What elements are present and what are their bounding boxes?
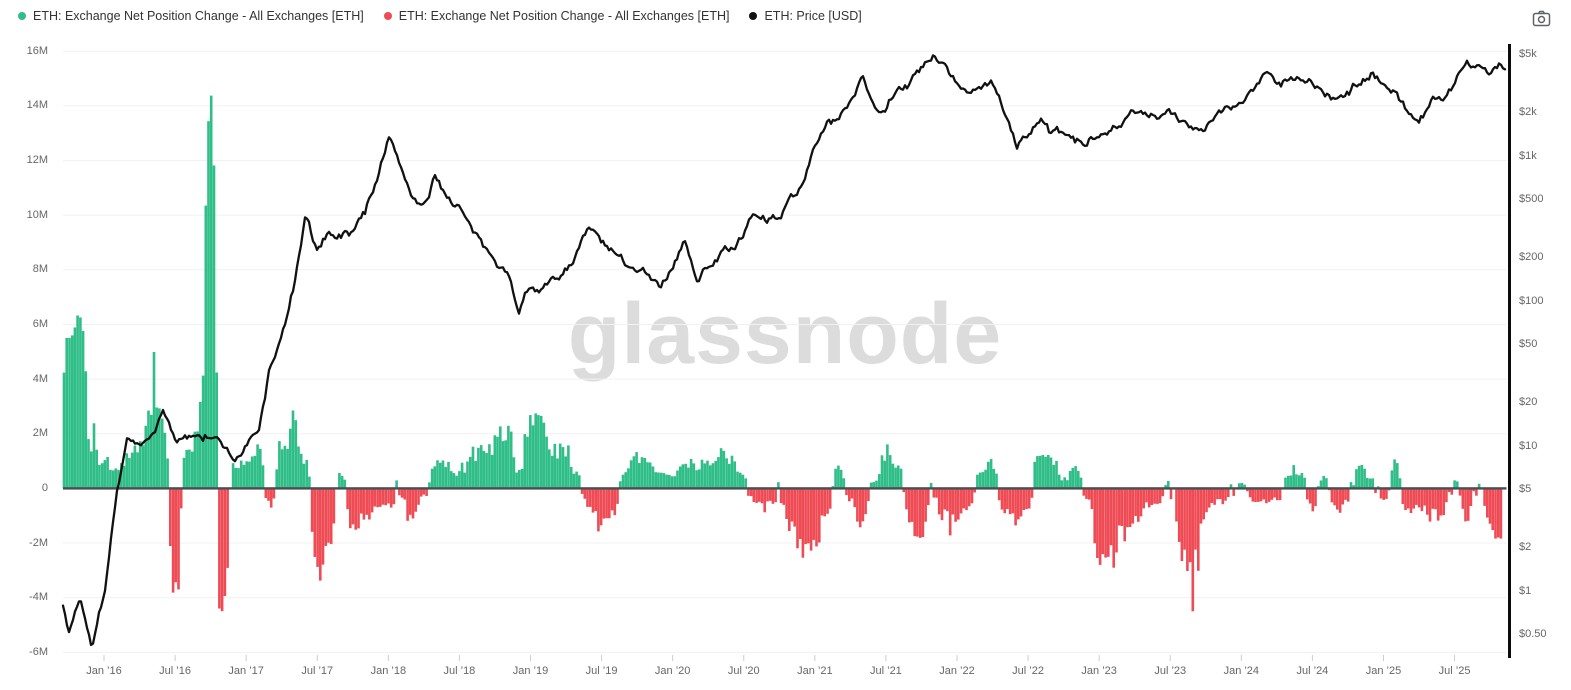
x-tick-label: Jan ’22	[939, 665, 975, 677]
legend-label: ETH: Exchange Net Position Change - All …	[33, 9, 364, 23]
y-left-tick-label: 4M	[32, 372, 48, 385]
legend-item-netposition-positive[interactable]: ETH: Exchange Net Position Change - All …	[18, 9, 364, 23]
legend-label: ETH: Exchange Net Position Change - All …	[398, 9, 730, 23]
x-tick-label: Jul ’21	[870, 665, 902, 677]
x-tick-label: Jan ’25	[1365, 665, 1402, 677]
legend-item-price[interactable]: ETH: Price [USD]	[749, 9, 862, 23]
y-right-tick-label: $50	[1519, 338, 1538, 351]
y-left-tick-label: 16M	[26, 44, 48, 57]
x-tick-label: Jan ’17	[228, 665, 264, 677]
y-left-tick-label: 10M	[26, 208, 48, 221]
x-tick-label: Jul ’16	[159, 665, 191, 677]
y-right-tick-label: $2k	[1519, 105, 1537, 118]
y-right-tick-label: $100	[1519, 294, 1544, 307]
x-tick-label: Jan ’21	[797, 665, 833, 677]
x-tick-label: Jan ’18	[370, 665, 407, 677]
y-left-tick-label: 8M	[32, 263, 48, 276]
y-left-tick-label: -4M	[29, 591, 48, 604]
x-tick-label: Jul ’19	[585, 665, 618, 677]
y-left-tick-label: -2M	[29, 536, 48, 549]
y-left-tick-label: 6M	[32, 317, 48, 330]
x-tick-label: Jul ’22	[1012, 665, 1044, 677]
y-left-tick-label: 0	[41, 481, 48, 494]
legend: ETH: Exchange Net Position Change - All …	[18, 9, 862, 23]
y-right-tick-label: $10	[1519, 439, 1538, 452]
x-tick-label: Jan ’16	[86, 665, 122, 677]
red-dot-icon	[383, 12, 392, 20]
y-left-tick-label: 12M	[26, 154, 48, 166]
glassnode-watermark: glassnode	[567, 286, 1003, 382]
x-tick-label: Jul ’18	[443, 665, 476, 677]
x-tick-label: Jul ’20	[727, 665, 760, 677]
y-left-tick-label: 14M	[26, 99, 48, 112]
y-left-tick-label: 2M	[32, 427, 48, 440]
y-right-tick-label: $20	[1519, 395, 1538, 408]
x-tick-label: Jan ’19	[512, 665, 549, 677]
y-right-tick-label: $1k	[1519, 149, 1537, 162]
y-right-tick-label: $500	[1519, 193, 1544, 206]
legend-label: ETH: Price [USD]	[764, 9, 862, 23]
x-tick-label: Jul ’24	[1296, 665, 1329, 677]
price-line	[61, 54, 1507, 647]
camera-icon[interactable]	[1530, 8, 1552, 28]
x-tick-label: Jul ’17	[301, 665, 334, 677]
legend-item-netposition-negative[interactable]: ETH: Exchange Net Position Change - All …	[383, 9, 730, 23]
y-right-tick-label: $0.50	[1519, 628, 1547, 641]
y-right-tick-label: $5	[1519, 483, 1532, 496]
x-tick-label: Jul ’23	[1154, 665, 1187, 677]
y-right-tick-label: $2	[1519, 540, 1532, 553]
y-left-tick-label: -6M	[29, 645, 48, 658]
black-dot-icon	[749, 12, 758, 20]
x-tick-label: Jan ’20	[654, 665, 691, 677]
x-tick-label: Jan ’23	[1081, 665, 1117, 677]
x-tick-label: Jul ’25	[1438, 665, 1471, 677]
green-dot-icon	[18, 12, 26, 20]
y-right-tick-label: $200	[1519, 250, 1544, 263]
x-tick-label: Jan ’24	[1223, 665, 1260, 677]
y-right-tick-label: $5k	[1519, 48, 1537, 61]
y-right-tick-label: $1	[1519, 584, 1532, 597]
